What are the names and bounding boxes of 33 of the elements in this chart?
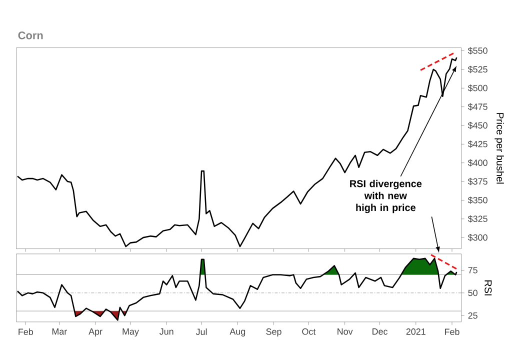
y-tick-label: 50 <box>468 290 478 296</box>
y-tick-label: $550 <box>468 47 488 54</box>
y-tick-label: $325 <box>468 215 488 223</box>
y-tick-label: $500 <box>468 84 488 92</box>
x-tick-label: Feb <box>18 328 33 336</box>
x-tick-label: Aug <box>230 328 246 337</box>
x-tick-label: Mar <box>52 328 67 335</box>
y-tick-label: $350 <box>468 196 488 204</box>
y-tick-label: $475 <box>468 103 488 111</box>
y-tick-label: $400 <box>468 159 488 167</box>
x-tick-label: Nov <box>338 328 353 335</box>
y-tick-label: $450 <box>468 122 488 130</box>
y-tick-label: $525 <box>468 66 488 74</box>
y-axis-title: RSI <box>484 280 492 296</box>
y-tick-label: 25 <box>468 312 478 319</box>
line-series <box>16 258 458 321</box>
x-tick-label: Dec <box>372 328 388 335</box>
x-tick-label: Sep <box>266 328 282 337</box>
y-tick-label: $300 <box>468 234 488 242</box>
y-tick-label: 75 <box>468 267 478 274</box>
annotation: RSI divergence with new high in price <box>350 180 422 214</box>
x-tick-label: May <box>122 328 139 337</box>
y-axis-title: Price per bushel <box>494 113 504 184</box>
x-tick-label: Apr <box>88 328 102 337</box>
y-tick-label: $425 <box>468 140 488 148</box>
x-tick-label: 2021 <box>406 328 426 335</box>
line-series <box>16 56 458 248</box>
y-tick-label: $375 <box>468 178 488 186</box>
x-tick-label: Jun <box>160 328 174 335</box>
x-tick-label: Jul <box>196 328 207 336</box>
chart-title: Corn <box>18 32 43 40</box>
x-tick-label: Feb <box>445 328 460 336</box>
x-tick-label: Oct <box>302 328 316 335</box>
